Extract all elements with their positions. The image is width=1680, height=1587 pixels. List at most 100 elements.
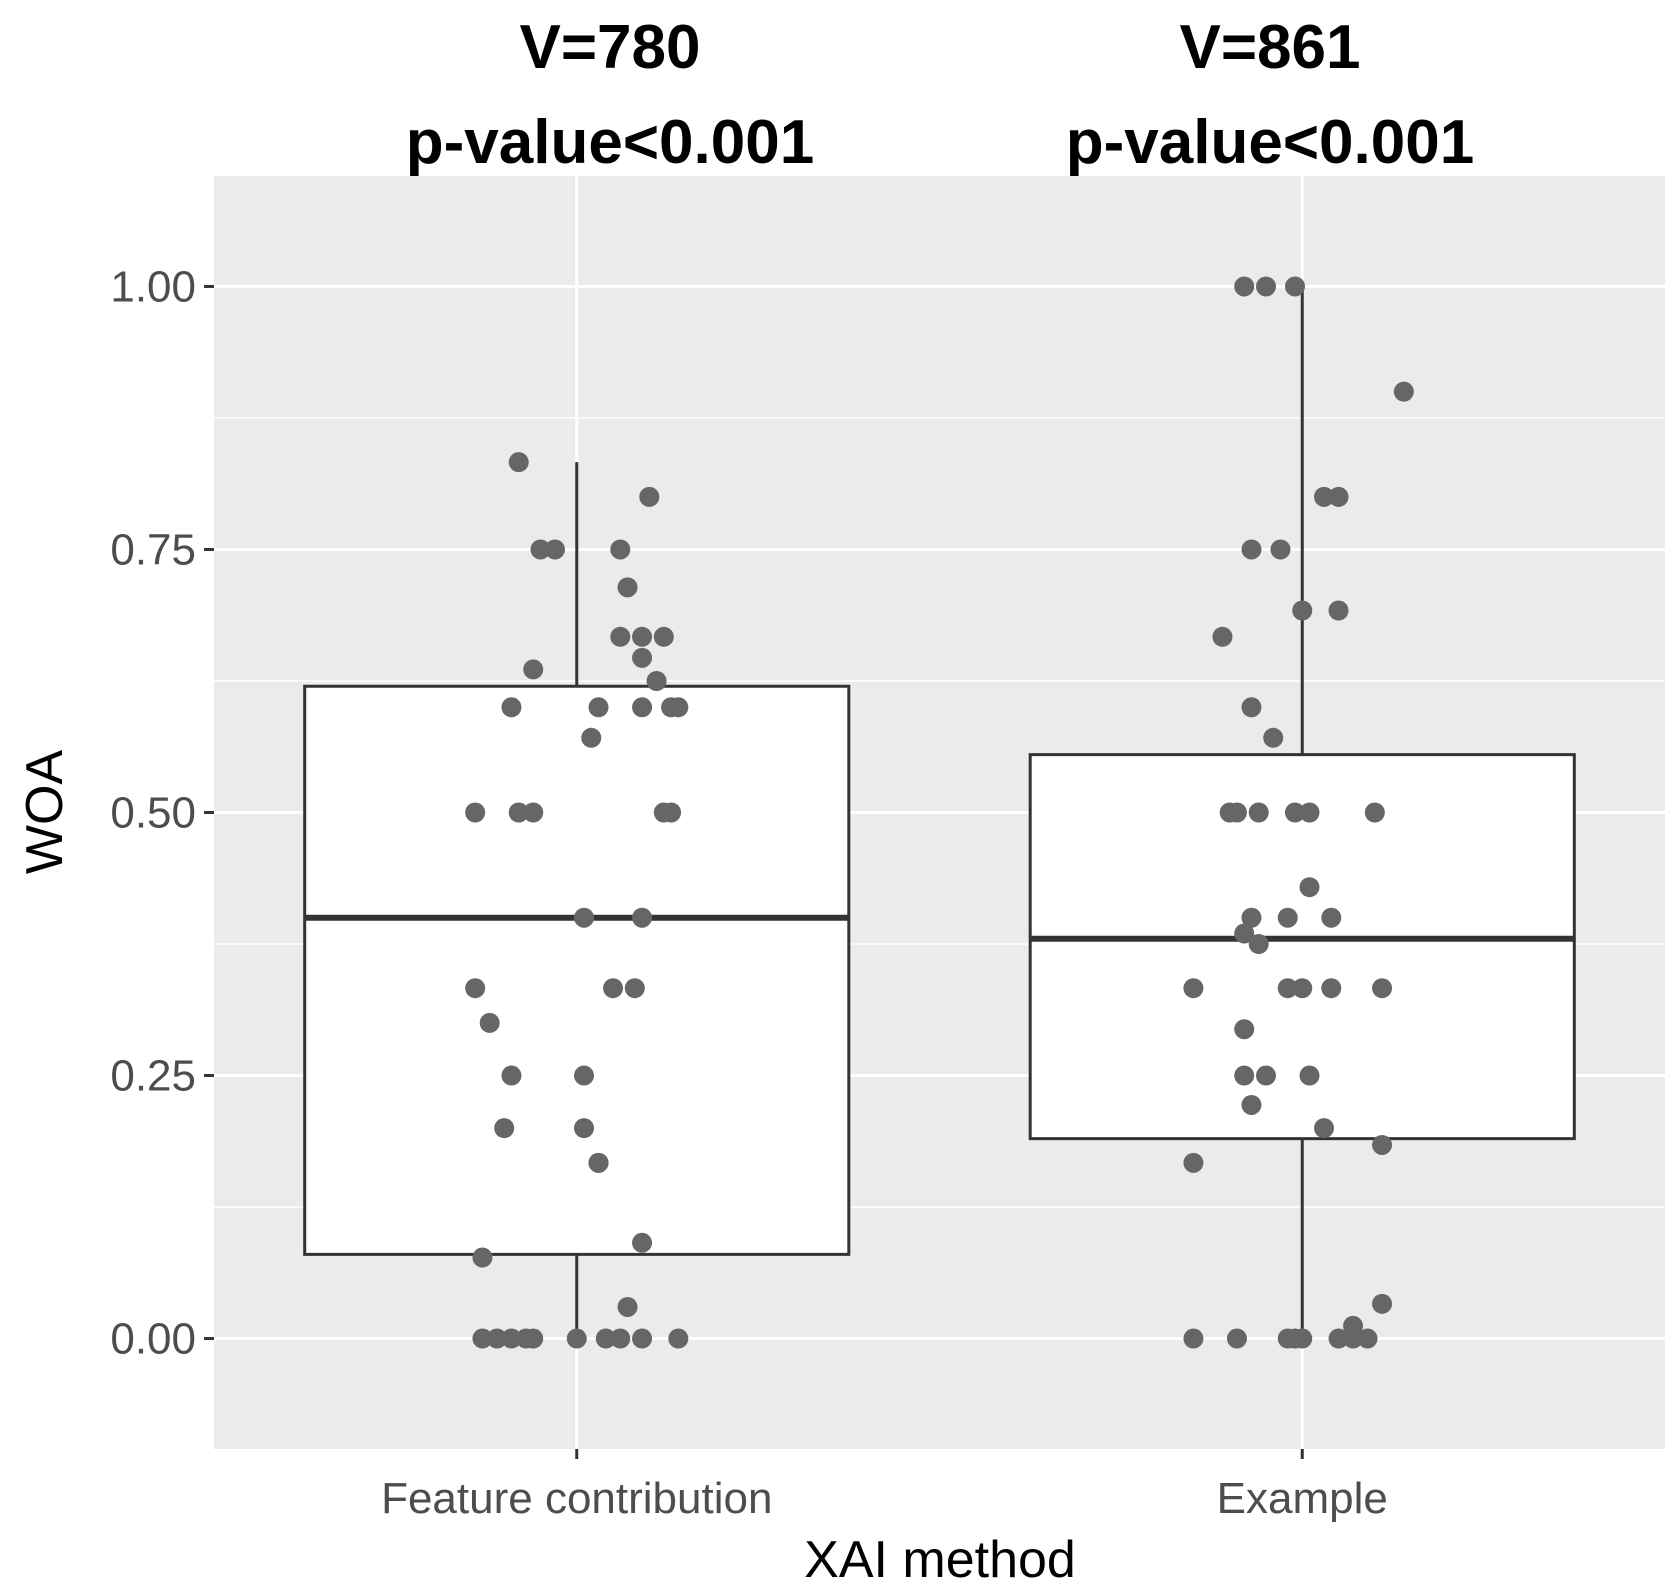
data-point — [1328, 1328, 1349, 1349]
data-point — [639, 486, 660, 507]
data-point — [1321, 907, 1342, 928]
data-point — [1270, 539, 1291, 560]
data-point — [1357, 1328, 1378, 1349]
data-point — [472, 1247, 493, 1268]
data-point — [624, 978, 645, 999]
data-point — [1226, 1328, 1247, 1349]
group-annotation-line2: p-value<0.001 — [1066, 108, 1474, 177]
data-point — [501, 1065, 522, 1086]
data-point — [1299, 877, 1320, 898]
data-point — [1212, 626, 1233, 647]
data-point — [1292, 1328, 1313, 1349]
iqr-box — [303, 684, 851, 1256]
data-point — [1372, 1293, 1393, 1314]
data-point — [1226, 802, 1247, 823]
data-point — [1299, 802, 1320, 823]
data-point — [610, 626, 631, 647]
data-point — [472, 1328, 493, 1349]
data-point — [1328, 600, 1349, 621]
data-point — [1314, 1118, 1335, 1139]
data-point — [1263, 727, 1284, 748]
data-point — [588, 1152, 609, 1173]
y-tick-label: 0.50 — [110, 789, 196, 838]
data-point — [588, 697, 609, 718]
x-axis: Feature contribution Example — [381, 1449, 1388, 1523]
y-tick-label: 0.75 — [110, 525, 196, 574]
x-tick-label: Feature contribution — [381, 1474, 772, 1523]
data-point — [1372, 978, 1393, 999]
data-point — [632, 626, 653, 647]
data-point — [501, 697, 522, 718]
data-point — [1277, 978, 1298, 999]
data-point — [479, 1012, 500, 1033]
data-point — [530, 539, 551, 560]
data-point — [1372, 1134, 1393, 1155]
data-point — [523, 659, 544, 680]
data-point — [1299, 1065, 1320, 1086]
data-point — [595, 1328, 616, 1349]
data-point — [617, 577, 638, 598]
data-point — [566, 1328, 587, 1349]
data-point — [1393, 381, 1414, 402]
data-point — [653, 626, 674, 647]
data-point — [581, 727, 602, 748]
data-point — [610, 539, 631, 560]
y-tick-label: 1.00 — [110, 262, 196, 311]
data-point — [632, 697, 653, 718]
data-point — [1364, 802, 1385, 823]
group-annotation-line1: V=780 — [519, 13, 700, 82]
data-point — [1321, 978, 1342, 999]
data-point — [508, 452, 529, 473]
data-point — [661, 802, 682, 823]
group-annotation-line2: p-value<0.001 — [406, 108, 814, 177]
data-point — [632, 1232, 653, 1253]
data-point — [617, 1296, 638, 1317]
data-point — [603, 978, 624, 999]
data-point — [523, 802, 544, 823]
data-point — [501, 1328, 522, 1349]
data-point — [1234, 1019, 1255, 1040]
data-point — [1241, 697, 1262, 718]
data-point — [574, 1065, 595, 1086]
data-point — [1248, 934, 1269, 955]
data-point — [494, 1118, 515, 1139]
data-point — [465, 802, 486, 823]
data-point — [574, 907, 595, 928]
data-point — [632, 907, 653, 928]
data-point — [1255, 1065, 1276, 1086]
data-point — [1292, 600, 1313, 621]
data-point — [1183, 978, 1204, 999]
data-point — [668, 1328, 689, 1349]
data-point — [1241, 1094, 1262, 1115]
data-point — [1234, 276, 1255, 297]
y-axis-title: WOA — [16, 750, 74, 875]
data-point — [1328, 486, 1349, 507]
data-point — [486, 1328, 507, 1349]
y-tick-label: 0.25 — [110, 1052, 196, 1101]
data-point — [632, 647, 653, 668]
data-point — [1284, 276, 1305, 297]
data-point — [1248, 802, 1269, 823]
data-point — [1255, 276, 1276, 297]
data-point — [610, 1328, 631, 1349]
group-annotation-line1: V=861 — [1179, 13, 1360, 82]
data-point — [523, 1328, 544, 1349]
data-point — [508, 802, 529, 823]
data-point — [1284, 802, 1305, 823]
data-point — [1183, 1328, 1204, 1349]
data-point — [1314, 486, 1335, 507]
data-point — [1234, 923, 1255, 944]
y-axis: 0.00 0.25 0.50 0.75 1.00 — [110, 262, 214, 1364]
x-axis-title: XAI method — [804, 1531, 1076, 1587]
data-point — [632, 1328, 653, 1349]
jitter-points — [465, 276, 1414, 1349]
data-point — [1241, 907, 1262, 928]
data-point — [1292, 978, 1313, 999]
data-point — [574, 1118, 595, 1139]
data-point — [1343, 1328, 1364, 1349]
data-point — [1183, 1152, 1204, 1173]
x-tick-label: Example — [1217, 1474, 1388, 1523]
data-point — [1241, 539, 1262, 560]
data-point — [1277, 907, 1298, 928]
